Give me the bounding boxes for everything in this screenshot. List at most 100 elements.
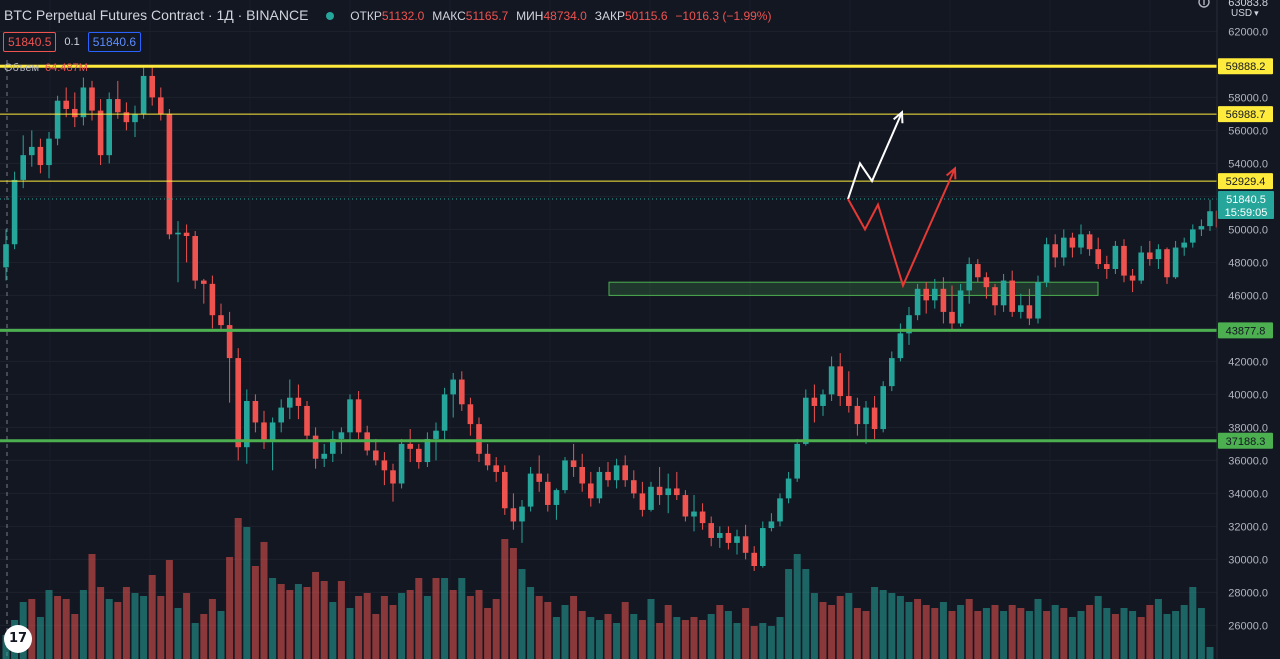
candle — [140, 67, 147, 119]
volume-bar — [1137, 617, 1145, 659]
volume-bar — [312, 572, 320, 659]
market-status-icon — [326, 11, 335, 20]
candle-body — [158, 97, 164, 114]
candle-body — [209, 283, 216, 316]
candle-body — [1172, 247, 1179, 278]
candle — [751, 546, 757, 571]
candle-body — [631, 480, 637, 494]
candle — [106, 92, 112, 164]
candle-body — [863, 407, 869, 425]
candle-body — [244, 401, 250, 448]
volume-bar — [71, 614, 79, 659]
symbol-name[interactable]: BTC Perpetual Futures Contract — [4, 7, 204, 23]
volume-bar — [140, 596, 148, 659]
currency-selector[interactable]: USD — [1231, 8, 1259, 19]
candle-body — [1086, 234, 1093, 250]
candle — [244, 389, 250, 464]
volume-bar — [664, 605, 672, 659]
volume-bar — [1068, 617, 1076, 659]
level-price-badge[interactable] — [1218, 58, 1273, 75]
volume-bar — [604, 614, 612, 659]
candle — [983, 272, 990, 299]
candle-body — [1069, 237, 1076, 248]
candle — [992, 283, 998, 316]
candle — [966, 257, 972, 304]
volume-bar — [131, 593, 139, 659]
volume-bar — [828, 605, 836, 659]
volume-bar — [793, 554, 801, 659]
volume-bar — [733, 623, 741, 659]
candle-body — [992, 287, 998, 306]
candle — [932, 278, 938, 309]
candle — [1000, 273, 1007, 312]
candle-body — [949, 311, 955, 324]
candle — [734, 529, 740, 555]
price-axis[interactable]: 63083.8 26000.0 28000.0 30000.0 32000.0 34000… — [1216, 0, 1280, 659]
candle — [201, 278, 207, 304]
candle — [811, 384, 818, 423]
volume-bar — [28, 599, 36, 659]
candle — [871, 396, 878, 439]
candle-body — [493, 465, 499, 472]
level-price-badge[interactable] — [1218, 106, 1273, 123]
candle-body — [691, 511, 697, 517]
candle — [820, 389, 826, 416]
candle-body — [484, 453, 491, 466]
volume-bar — [527, 587, 535, 659]
candle — [854, 397, 861, 436]
projection-path[interactable] — [847, 111, 903, 200]
candle — [373, 438, 379, 466]
volume-bar — [1120, 608, 1128, 659]
candle-body — [1043, 244, 1050, 283]
projection-path[interactable] — [847, 167, 956, 289]
volume-bar — [1086, 605, 1094, 659]
candle — [252, 394, 259, 433]
level-price-badge[interactable] — [1218, 173, 1273, 190]
support-zone-layer — [608, 281, 1099, 296]
candle-body — [1112, 245, 1119, 269]
candle — [1069, 232, 1076, 258]
level-price-label: 52929.4 — [1226, 176, 1266, 188]
interval-label[interactable]: 1Д — [216, 7, 234, 23]
candle-body — [1190, 229, 1196, 243]
price-tick-label: 34000.0 — [1228, 488, 1268, 500]
volume-bar — [79, 590, 87, 659]
volume-bar — [905, 602, 913, 659]
trade-buttons: 51840.5 0.1 51840.6 — [3, 32, 142, 52]
level-price-label: 43877.8 — [1226, 325, 1266, 337]
candle — [1164, 247, 1170, 284]
candle — [1112, 240, 1119, 274]
current-price-badge[interactable] — [1218, 191, 1274, 220]
search-icon[interactable] — [1198, 0, 1212, 10]
candle — [785, 471, 792, 504]
support-zone-rect[interactable] — [608, 281, 1099, 296]
candle — [1061, 229, 1067, 266]
candle — [717, 526, 723, 548]
volume-bar — [819, 602, 827, 659]
volume-bar — [260, 542, 268, 659]
candle — [570, 443, 577, 477]
volume-bar — [1197, 608, 1205, 659]
buy-price-button[interactable]: 51840.6 — [87, 32, 142, 52]
candle-body — [11, 179, 18, 245]
horizontal-levels[interactable] — [0, 64, 1217, 443]
tradingview-logo-icon[interactable]: 17 — [4, 625, 32, 653]
sell-price-button[interactable]: 51840.5 — [3, 32, 57, 52]
candle-body — [914, 288, 921, 316]
level-price-badge[interactable] — [1218, 432, 1273, 449]
change-value: −1016.3 (−1.99%) — [675, 9, 772, 23]
volume-bar — [355, 596, 363, 659]
volume-bar — [475, 590, 483, 659]
candle-body — [304, 405, 310, 436]
candle — [1155, 244, 1162, 269]
volume-bar — [406, 590, 414, 659]
volume-bar — [200, 614, 208, 659]
candle — [794, 438, 800, 482]
level-price-badge[interactable] — [1218, 322, 1273, 339]
volume-legend[interactable]: Объем 64.487M — [4, 62, 88, 74]
volume-bar — [948, 611, 956, 659]
projection-arrows[interactable] — [847, 110, 957, 289]
candle-body — [476, 424, 482, 454]
volume-bar — [1017, 608, 1025, 659]
